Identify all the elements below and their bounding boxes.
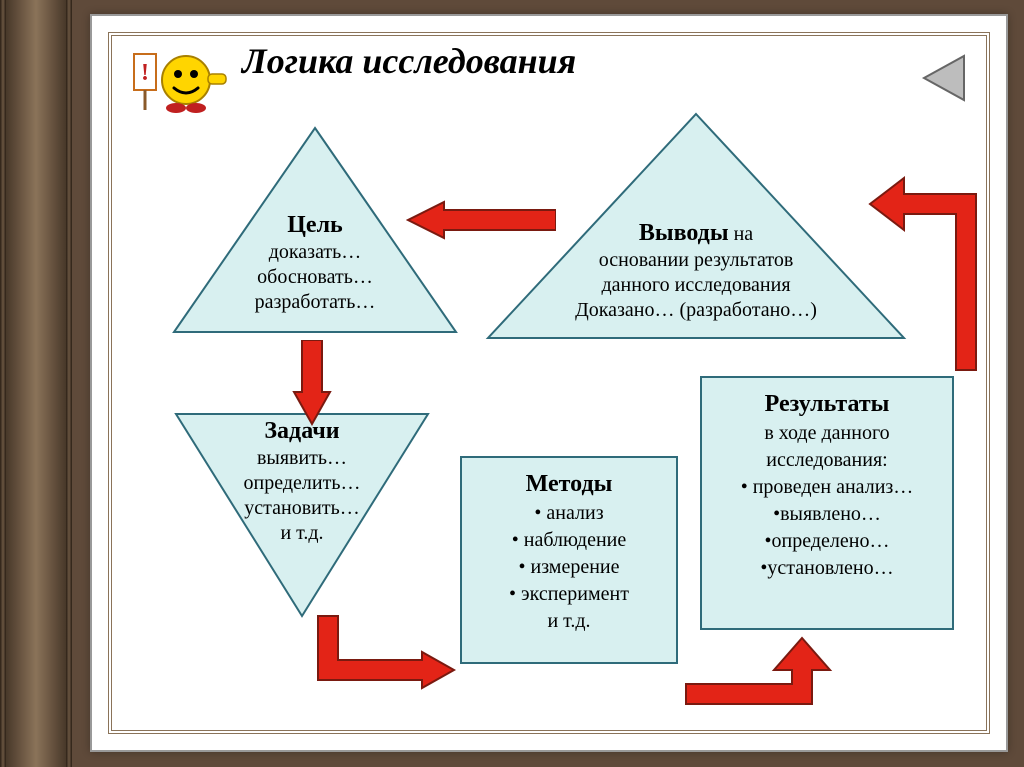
results-line: в ходе данного bbox=[710, 420, 944, 447]
methods-heading: Методы bbox=[526, 471, 613, 497]
node-results: Результаты в ходе данного исследования: … bbox=[700, 376, 954, 630]
results-line: •установлено… bbox=[710, 555, 944, 582]
methods-line: • эксперимент bbox=[470, 581, 668, 608]
methods-line: и т.д. bbox=[470, 608, 668, 635]
arrow-conclusions-to-goal bbox=[406, 200, 556, 240]
results-line: исследования: bbox=[710, 447, 944, 474]
arrow-methods-to-results bbox=[684, 634, 834, 722]
arrow-results-to-conclusions bbox=[864, 176, 980, 372]
conclusions-suffix: на bbox=[729, 223, 754, 245]
diagram-canvas: Цель доказать… обосновать… разработать… … bbox=[92, 16, 1006, 750]
conclusions-line: основании результатов bbox=[484, 248, 908, 273]
tasks-line: выявить… bbox=[172, 446, 432, 471]
tasks-line: установить… bbox=[172, 496, 432, 521]
goal-heading: Цель bbox=[287, 212, 342, 238]
results-line: • проведен анализ… bbox=[710, 474, 944, 501]
tasks-line: и т.д. bbox=[172, 521, 432, 546]
methods-line: • измерение bbox=[470, 554, 668, 581]
arrow-tasks-to-methods bbox=[314, 612, 458, 692]
methods-line: • наблюдение bbox=[470, 527, 668, 554]
results-heading: Результаты bbox=[765, 391, 890, 417]
goal-line: доказать… bbox=[170, 240, 460, 265]
decorative-sidebar bbox=[0, 0, 72, 767]
conclusions-line: данного исследования bbox=[484, 273, 908, 298]
conclusions-heading: Выводы bbox=[639, 220, 729, 246]
results-line: •выявлено… bbox=[710, 501, 944, 528]
tasks-line: определить… bbox=[172, 471, 432, 496]
conclusions-line: Доказано… (разработано…) bbox=[484, 298, 908, 323]
slide: ! Логика исследования Цель bbox=[90, 14, 1008, 752]
goal-line: обосновать… bbox=[170, 265, 460, 290]
methods-line: • анализ bbox=[470, 500, 668, 527]
node-tasks: Задачи выявить… определить… установить… … bbox=[172, 410, 432, 620]
arrow-goal-to-tasks bbox=[292, 340, 332, 426]
results-line: •определено… bbox=[710, 528, 944, 555]
goal-line: разработать… bbox=[170, 290, 460, 315]
node-methods: Методы • анализ • наблюдение • измерение… bbox=[460, 456, 678, 664]
